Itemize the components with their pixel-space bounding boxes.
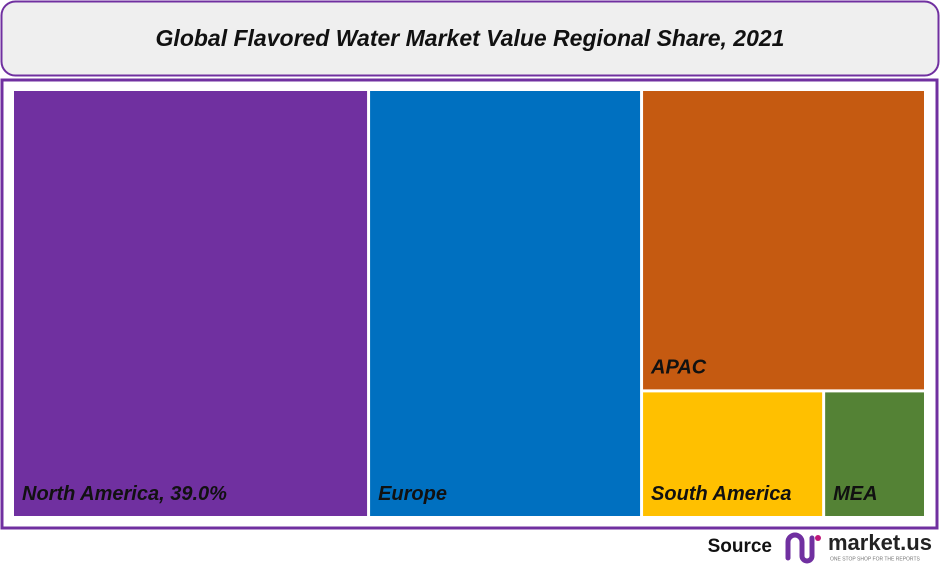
tile-label: South America	[651, 483, 791, 505]
category-label: MEA	[833, 483, 877, 505]
logo-icon	[785, 532, 821, 564]
tile-label: Europe	[378, 483, 447, 505]
logo-tagline: ONE STOP SHOP FOR THE REPORTS	[830, 556, 921, 562]
tile	[370, 91, 641, 516]
tile	[14, 91, 368, 516]
treemap: North America, 39.0% Europe APAC South Amer…	[14, 91, 924, 516]
tile-label: MEA	[833, 483, 877, 505]
chart-title: Global Flavored Water Market Value Regio…	[156, 25, 785, 51]
value-label: 39.0%	[170, 483, 227, 505]
title-box	[0, 0, 940, 77]
category-label: South America	[651, 483, 791, 505]
category-label: Europe	[378, 483, 447, 505]
tile	[825, 392, 924, 516]
source-label: Source	[708, 536, 772, 557]
tile	[643, 392, 823, 516]
logo-text: market.us	[828, 530, 932, 555]
tile-label: North America, 39.0%	[22, 483, 227, 505]
tile	[643, 91, 924, 390]
category-label: North America	[22, 483, 159, 505]
category-label: APAC	[650, 357, 707, 379]
tile-label: APAC	[650, 357, 707, 379]
separator: ,	[158, 483, 170, 505]
